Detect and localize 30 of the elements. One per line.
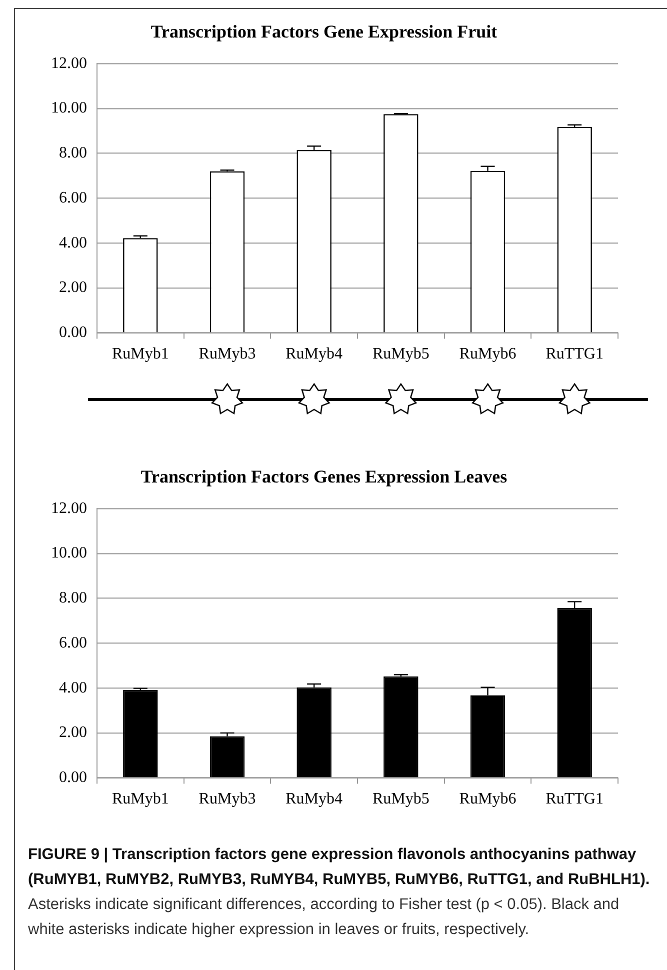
chart-title: Transcription Factors Genes Expression Leaves xyxy=(140,466,508,486)
x-tick-label: RuMyb5 xyxy=(372,790,430,808)
y-tick-label: 2.00 xyxy=(59,279,87,296)
x-tick-label: RuMyb3 xyxy=(198,790,256,808)
y-tick-label: 4.00 xyxy=(59,234,87,252)
y-tick-label: 2.00 xyxy=(59,724,87,742)
y-tick-label: 8.00 xyxy=(59,590,87,607)
y-tick-label: 0.00 xyxy=(59,769,87,786)
y-tick-label: 8.00 xyxy=(59,144,87,162)
y-tick-label: 12.00 xyxy=(51,500,87,517)
x-tick-label: RuMyb3 xyxy=(198,346,256,363)
x-tick-label: RuTTG1 xyxy=(546,790,604,808)
x-tick-label: RuTTG1 xyxy=(546,346,604,363)
y-tick-label: 10.00 xyxy=(51,544,87,562)
chart-title: Transcription Factors Gene Expression Fruit xyxy=(150,21,498,42)
x-tick-label: RuMyb6 xyxy=(459,346,516,363)
y-tick-label: 6.00 xyxy=(59,634,87,652)
y-tick-label: 4.00 xyxy=(59,679,87,696)
y-tick-label: 10.00 xyxy=(51,100,87,117)
x-tick-label: RuMyb1 xyxy=(112,346,169,363)
y-tick-label: 6.00 xyxy=(59,189,87,206)
caption: FIGURE 9 | Transcription factors gene expression flavonols anthocyanins pathway (RuMYB1, RuMYB2, RuMYB3, RuMYB4, RuMYB5, RuMYB6, RuTTG1, and RuBHLH1). xyxy=(28,846,650,888)
x-tick-label: RuMyb5 xyxy=(372,346,430,363)
text: Asterisks indicate significant differences, according to Fisher test (p < 0.05). Black and white asterisks indicate higher expression in leaves or fruits, respectively. xyxy=(28,896,620,938)
x-tick-label: RuMyb4 xyxy=(286,346,343,363)
x-tick-label: RuMyb4 xyxy=(286,790,343,808)
y-tick-label: 12.00 xyxy=(51,54,87,72)
x-tick-label: RuMyb6 xyxy=(459,790,516,808)
x-tick-label: RuMyb1 xyxy=(112,790,169,808)
y-tick-label: 0.00 xyxy=(59,324,87,342)
